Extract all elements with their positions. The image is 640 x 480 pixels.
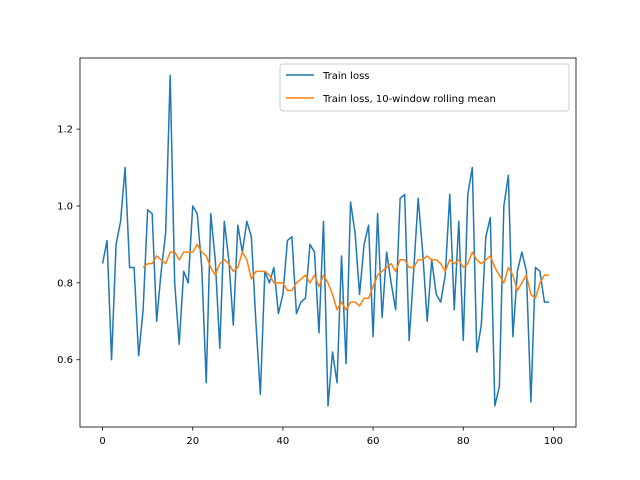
x-tick-label: 40 bbox=[277, 436, 290, 447]
x-tick-label: 80 bbox=[457, 436, 470, 447]
y-tick-label: 0.8 bbox=[57, 278, 73, 289]
series-line-train-loss bbox=[101, 74, 549, 407]
legend-box bbox=[279, 63, 570, 112]
legend: Train loss Train loss, 10-window rolling… bbox=[279, 63, 570, 112]
plot-area bbox=[101, 74, 549, 407]
series-line-rolling-mean bbox=[142, 243, 549, 311]
legend-label-rolling-mean: Train loss, 10-window rolling mean bbox=[322, 94, 496, 105]
x-tick-label: 0 bbox=[99, 436, 105, 447]
x-axis: 0 20 40 60 80 100 bbox=[99, 427, 563, 447]
x-tick-label: 100 bbox=[544, 436, 563, 447]
y-axis: 0.6 0.8 1.0 1.2 bbox=[57, 125, 80, 366]
legend-label-train-loss: Train loss bbox=[322, 71, 370, 82]
axes-frame bbox=[79, 57, 577, 428]
y-tick-label: 1.2 bbox=[57, 125, 73, 136]
x-tick-label: 20 bbox=[186, 436, 199, 447]
x-tick-label: 60 bbox=[367, 436, 380, 447]
y-tick-label: 1.0 bbox=[57, 201, 73, 212]
y-tick-label: 0.6 bbox=[57, 355, 73, 366]
